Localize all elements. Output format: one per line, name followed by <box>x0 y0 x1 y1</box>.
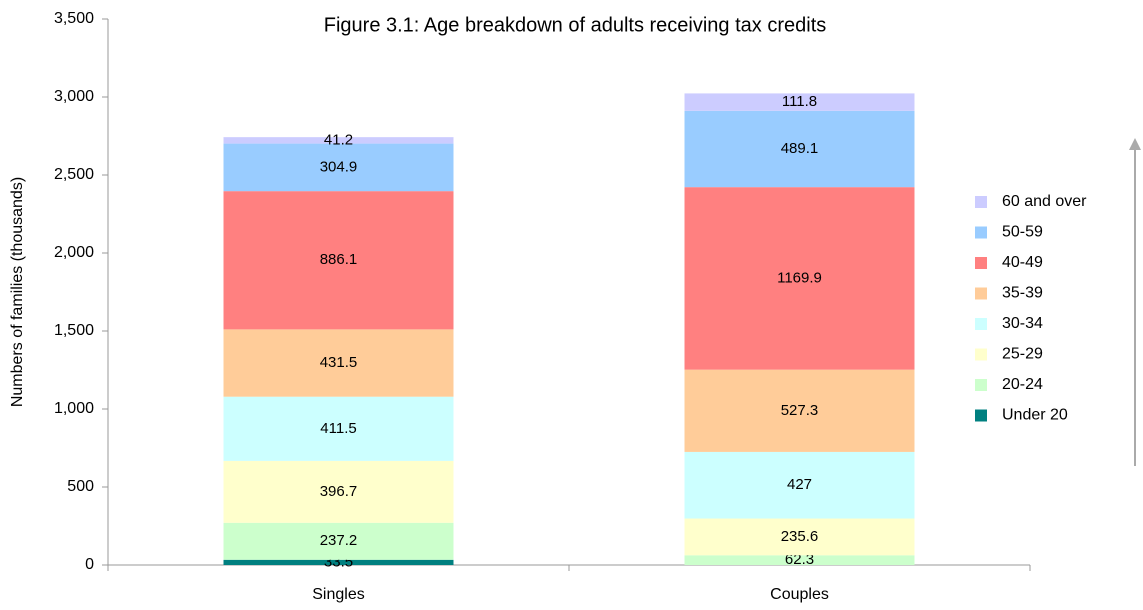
legend-label: 30-34 <box>1002 315 1043 332</box>
legend-label: 35-39 <box>1002 285 1043 302</box>
bar-segment <box>223 522 454 560</box>
bar-segment <box>684 187 915 370</box>
y-tick-label: 500 <box>67 478 94 495</box>
bar-segment <box>223 329 454 397</box>
arrow-head <box>1129 138 1141 150</box>
y-axis-label: Numbers of families (thousands) <box>9 177 26 407</box>
legend-label: 25-29 <box>1002 346 1043 363</box>
legend-label: 50-59 <box>1002 224 1043 241</box>
value-label: 489.1 <box>781 140 819 157</box>
value-label: 431.5 <box>320 354 358 371</box>
bar-segment <box>684 93 915 111</box>
legend-swatch <box>975 196 987 208</box>
x-tick-label: Couples <box>770 586 829 603</box>
y-tick-label: 3,500 <box>54 10 94 27</box>
bar-segment <box>223 396 454 461</box>
value-label: 237.2 <box>320 532 358 549</box>
y-tick-label: 1,000 <box>54 400 94 417</box>
legend-swatch <box>975 257 987 269</box>
value-label: 41.2 <box>324 131 353 148</box>
value-label: 396.7 <box>320 483 358 500</box>
bar-segment <box>684 369 915 452</box>
y-tick-label: 3,000 <box>54 88 94 105</box>
legend-label: 40-49 <box>1002 254 1043 271</box>
bar-segment <box>223 460 454 523</box>
bar-segment <box>684 451 915 519</box>
bar-segment <box>223 559 454 565</box>
value-label: 1169.9 <box>777 269 822 286</box>
legend-swatch <box>975 287 987 300</box>
bar-segment <box>684 518 915 556</box>
value-label: 527.3 <box>781 402 819 419</box>
y-tick-label: 1,500 <box>54 322 94 339</box>
x-tick-label: Singles <box>312 586 364 603</box>
bar-segment <box>223 137 454 144</box>
legend-swatch <box>975 318 987 330</box>
y-tick-label: 0 <box>85 556 94 573</box>
legend-swatch <box>975 226 987 239</box>
value-label: 886.1 <box>320 251 358 268</box>
legend-swatch <box>975 409 987 422</box>
y-tick-label: 2,000 <box>54 244 94 261</box>
legend-swatch <box>975 348 987 361</box>
chart-title: Figure 3.1: Age breakdown of adults rece… <box>324 14 827 36</box>
legend-label: 20-24 <box>1002 376 1043 393</box>
value-label: 235.6 <box>781 528 819 545</box>
value-label: 304.9 <box>320 158 358 175</box>
bar-segment <box>223 143 454 192</box>
legend-label: 60 and over <box>1002 193 1087 210</box>
bar-segment <box>684 555 915 565</box>
value-label: 411.5 <box>320 420 356 437</box>
legend-swatch <box>975 379 987 391</box>
value-label: 427 <box>787 476 812 493</box>
legend-label: Under 20 <box>1002 407 1068 424</box>
y-tick-label: 2,500 <box>54 166 94 183</box>
bar-segment <box>684 110 915 188</box>
bar-segment <box>223 191 454 330</box>
value-label: 111.8 <box>782 93 817 110</box>
value-label: 62.3 <box>785 551 814 568</box>
